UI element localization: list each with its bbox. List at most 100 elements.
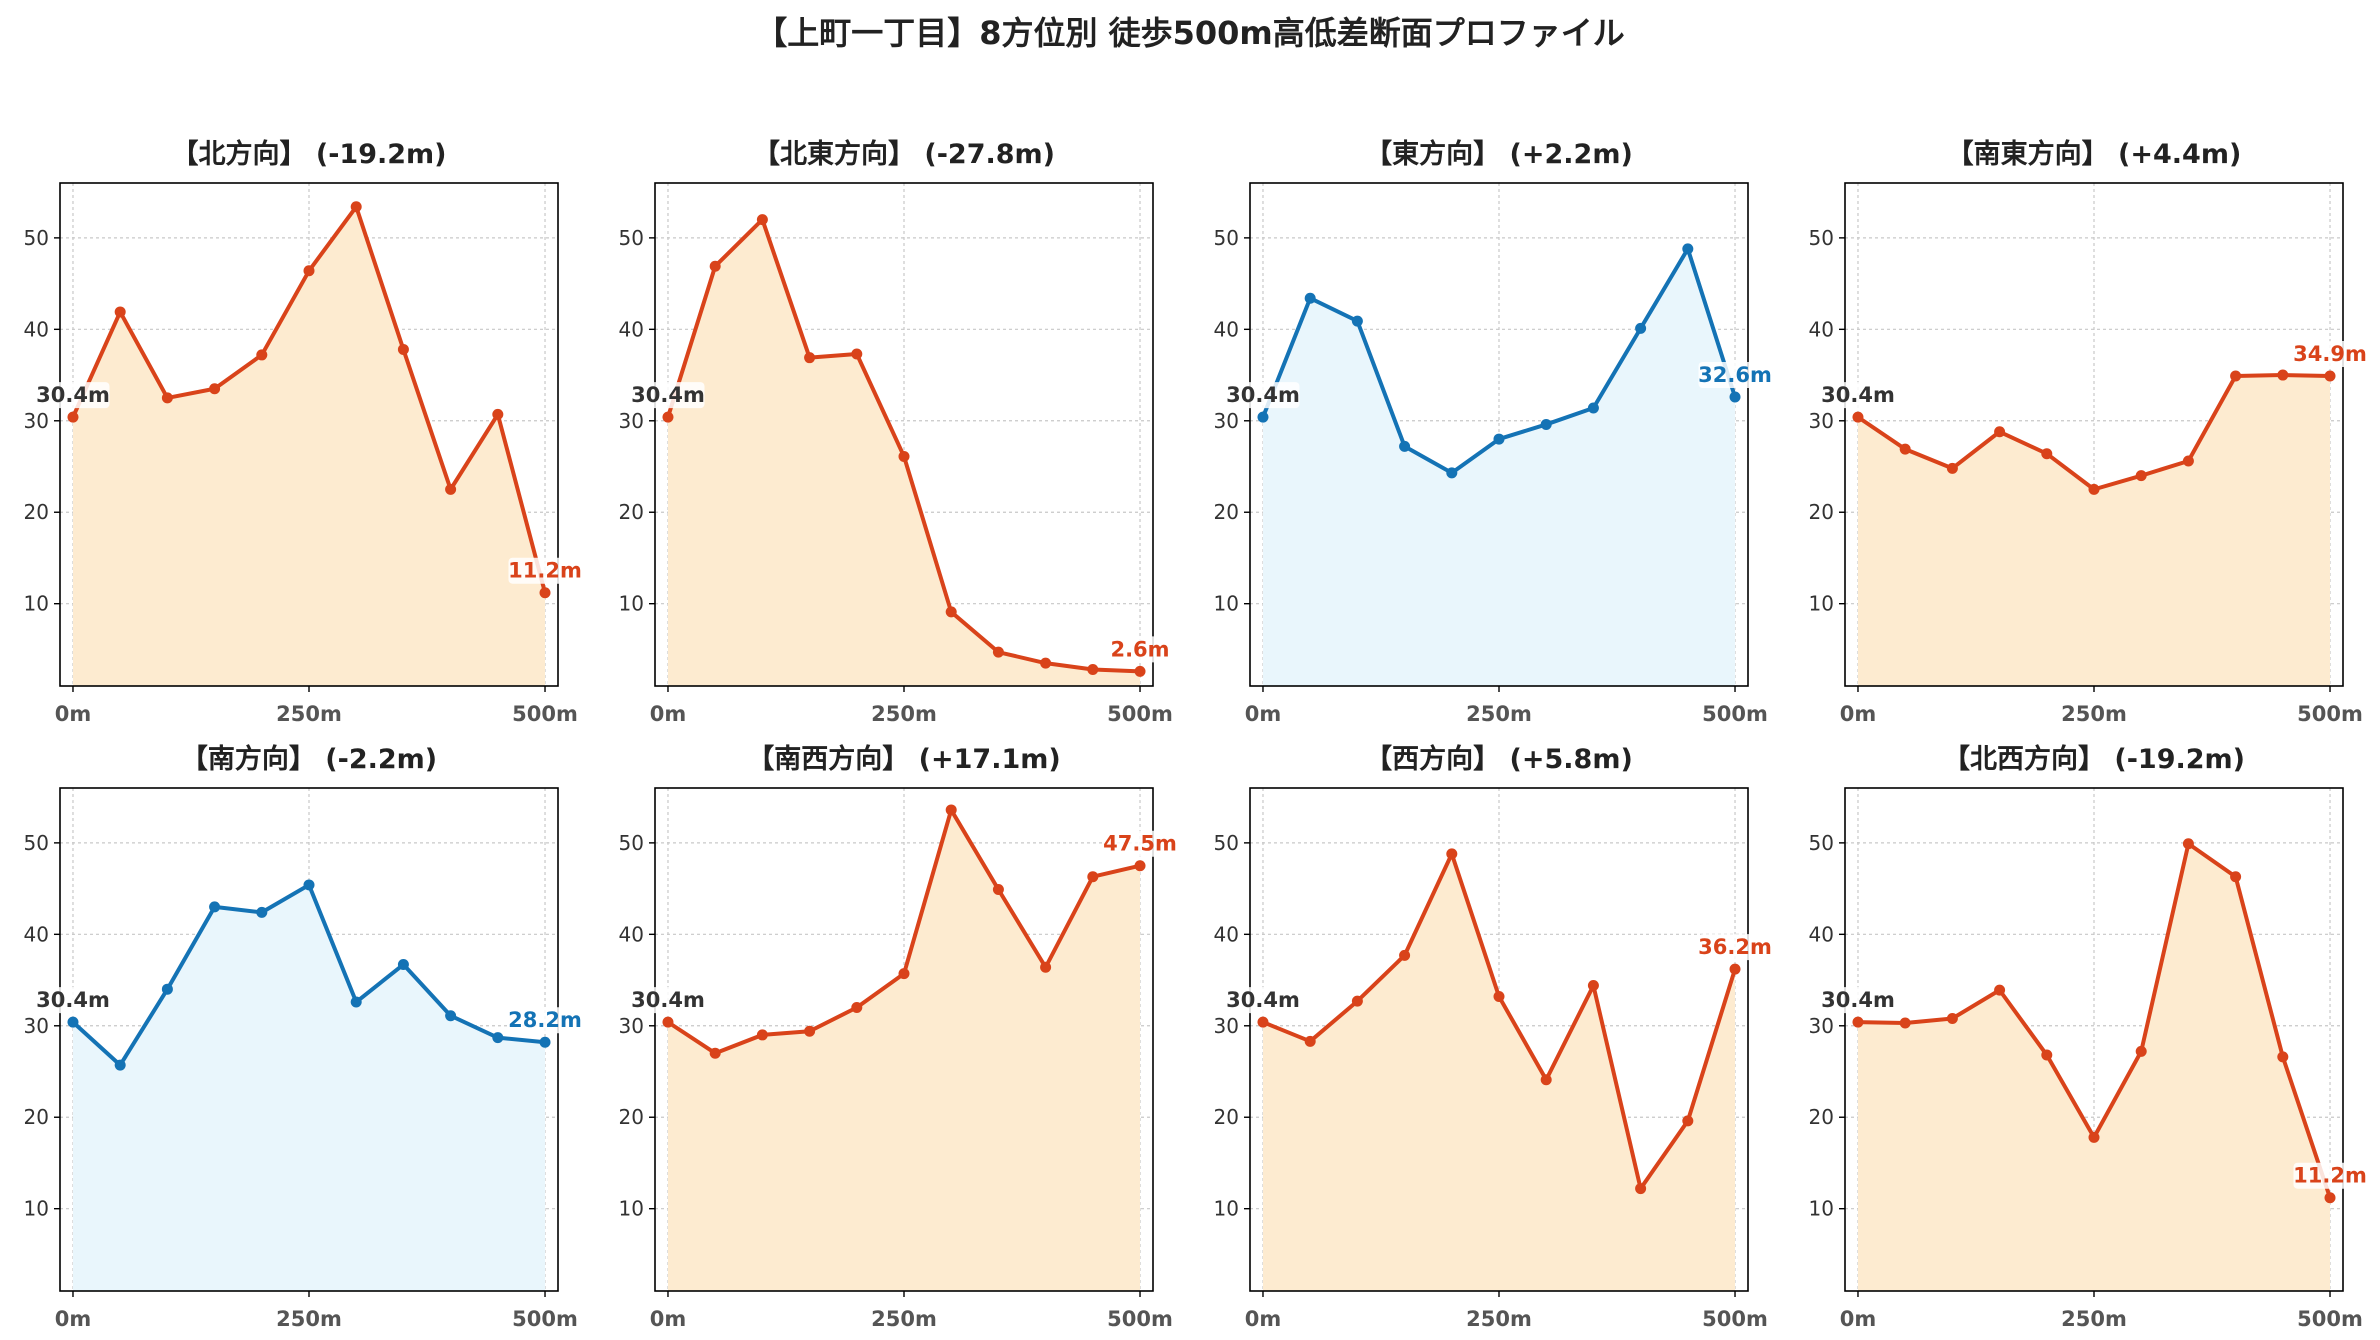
start-value-label: 30.4m <box>1821 987 1895 1014</box>
x-tick-label: 250m <box>871 1307 937 1331</box>
data-point <box>1852 411 1864 423</box>
panel-title: 【西方向】 (+5.8m) <box>1365 743 1633 775</box>
x-tick-label: 500m <box>1107 1307 1173 1331</box>
start-value-label-bg <box>631 987 705 1014</box>
data-point <box>1134 665 1146 677</box>
data-point <box>539 587 551 599</box>
y-tick-label: 20 <box>24 500 49 524</box>
end-value-label-text: 2.6m <box>1110 637 1169 661</box>
y-tick-label: 40 <box>1214 922 1239 946</box>
data-point <box>1257 411 1269 423</box>
end-value-label-bg <box>1698 362 1772 389</box>
data-point <box>114 306 126 318</box>
area-fill <box>1262 248 1736 686</box>
data-point <box>1729 963 1741 975</box>
data-point <box>2041 1049 2053 1061</box>
area-fill <box>72 206 546 686</box>
data-point <box>2324 370 2336 382</box>
data-point <box>2135 1045 2147 1057</box>
data-point <box>303 265 315 277</box>
y-tick-label: 50 <box>1214 831 1239 855</box>
data-point <box>492 408 504 420</box>
start-value-label: 30.4m <box>1226 987 1300 1014</box>
data-point <box>303 879 315 891</box>
data-point <box>1587 980 1599 992</box>
y-tick-label: 10 <box>24 1197 49 1221</box>
x-tick-label: 500m <box>2297 1307 2363 1331</box>
data-point <box>539 1036 551 1048</box>
y-tick-label: 20 <box>619 500 644 524</box>
y-tick-label: 50 <box>1214 226 1239 250</box>
panel-title: 【北方向】 (-19.2m) <box>171 138 446 170</box>
data-point <box>804 352 816 364</box>
y-tick-label: 10 <box>619 1197 644 1221</box>
data-point <box>1540 1074 1552 1086</box>
start-value-label-text: 30.4m <box>631 383 705 407</box>
data-point <box>2324 1192 2336 1204</box>
end-value-label-text: 47.5m <box>1103 832 1177 856</box>
end-value-label-text: 11.2m <box>2293 1164 2367 1188</box>
panel-title: 【南東方向】 (+4.4m) <box>1947 138 2242 170</box>
area-fill <box>1857 843 2331 1291</box>
y-tick-label: 20 <box>1809 1105 1834 1129</box>
start-value-label: 30.4m <box>36 987 110 1014</box>
y-tick-label: 40 <box>1809 922 1834 946</box>
panel-title: 【南西方向】 (+17.1m) <box>747 743 1060 775</box>
y-tick-label: 20 <box>1214 1105 1239 1129</box>
end-value-label: 11.2m <box>508 557 582 584</box>
start-value-label-text: 30.4m <box>36 383 110 407</box>
x-tick-label: 500m <box>2297 702 2363 726</box>
data-point <box>67 411 79 423</box>
end-value-label: 28.2m <box>508 1007 582 1034</box>
data-point <box>1635 1183 1647 1195</box>
data-point <box>1304 292 1316 304</box>
start-value-label-text: 30.4m <box>1226 988 1300 1012</box>
end-value-label-text: 28.2m <box>508 1008 582 1032</box>
start-value-label-bg <box>36 382 110 409</box>
data-point <box>662 411 674 423</box>
end-value-label-text: 11.2m <box>508 559 582 583</box>
area-fill <box>1262 853 1736 1291</box>
start-value-label-bg <box>1821 987 1895 1014</box>
start-value-label-text: 30.4m <box>1226 383 1300 407</box>
y-tick-label: 30 <box>619 409 644 433</box>
data-point <box>2088 483 2100 495</box>
data-point <box>1682 243 1694 255</box>
y-tick-label: 10 <box>619 592 644 616</box>
x-tick-label: 500m <box>1702 1307 1768 1331</box>
y-tick-label: 40 <box>1214 317 1239 341</box>
y-tick-label: 10 <box>1214 592 1239 616</box>
x-tick-label: 500m <box>1107 702 1173 726</box>
data-point <box>898 450 910 462</box>
data-point <box>1587 402 1599 414</box>
data-point <box>662 1016 674 1028</box>
end-value-label: 11.2m <box>2293 1162 2367 1189</box>
panel-title: 【北西方向】 (-19.2m) <box>1943 743 2245 775</box>
start-value-label-bg <box>1226 382 1300 409</box>
y-tick-label: 50 <box>24 831 49 855</box>
data-point <box>756 1029 768 1041</box>
data-point <box>67 1016 79 1028</box>
data-point <box>1446 848 1458 860</box>
y-tick-label: 20 <box>1809 500 1834 524</box>
end-value-label-text: 36.2m <box>1698 935 1772 959</box>
end-value-label-bg <box>1110 636 1171 663</box>
data-point <box>1351 995 1363 1007</box>
x-tick-label: 0m <box>1245 1307 1282 1331</box>
y-tick-label: 30 <box>1214 1014 1239 1038</box>
data-point <box>1493 991 1505 1003</box>
data-point <box>256 349 268 361</box>
data-point <box>2135 470 2147 482</box>
x-tick-label: 0m <box>1245 702 1282 726</box>
y-tick-label: 30 <box>1809 409 1834 433</box>
area-fill <box>72 884 546 1291</box>
data-point <box>397 343 409 355</box>
data-point <box>1540 418 1552 430</box>
y-tick-label: 10 <box>1809 592 1834 616</box>
x-tick-label: 0m <box>1840 702 1877 726</box>
